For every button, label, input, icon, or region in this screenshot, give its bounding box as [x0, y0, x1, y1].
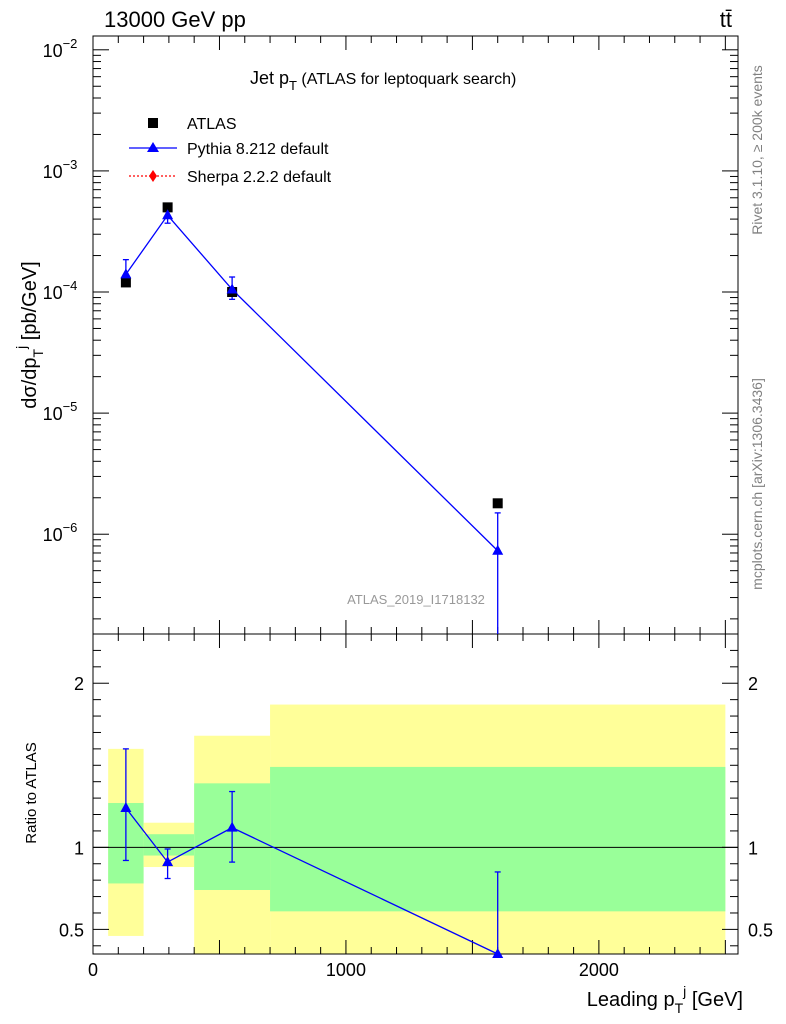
pythia-line	[125, 214, 499, 552]
legend-label-atlas: ATLAS	[187, 116, 237, 133]
top-y-axis-label: dσ/dpTj [pb/GeV]	[13, 261, 46, 408]
pythia-ratio-line	[125, 807, 498, 955]
mcplots-label: mcplots.cern.ch [arXiv:1306.3436]	[749, 378, 765, 590]
pythia-ratio-point	[226, 821, 238, 832]
x-tick-label: 1000	[326, 960, 366, 980]
pythia-point	[492, 544, 504, 555]
x-tick-label: 2000	[579, 960, 619, 980]
energy-label: 13000 GeV pp	[104, 7, 246, 32]
analysis-id: ATLAS_2019_I1718132	[347, 592, 485, 607]
rivet-version-label: Rivet 3.1.10, ≥ 200k events	[749, 65, 765, 235]
legend-square-marker	[148, 118, 158, 128]
chart-title: Jet pT (ATLAS for leptoquark search)	[250, 68, 516, 93]
ratio-y-tick-label: 1	[748, 838, 758, 858]
ratio-panel-frame	[92, 633, 739, 955]
ratio-band-inner	[143, 834, 195, 856]
legend-item-sherpa: Sherpa 2.2.2 default	[129, 169, 332, 186]
legend-label-sherpa: Sherpa 2.2.2 default	[187, 169, 332, 186]
pythia-ratio-point	[120, 801, 132, 812]
y-tick-label: 10−4	[43, 278, 78, 303]
pythia-point	[226, 283, 238, 294]
legend-item-pythia: Pythia 8.212 default	[129, 141, 329, 158]
x-tick-label: 0	[88, 960, 98, 980]
ratio-y-tick-label: 2	[74, 674, 84, 694]
pythia-point	[120, 268, 132, 279]
legend: ATLAS Pythia 8.212 default Sherpa 2.2.2 …	[129, 116, 332, 186]
top-panel-data	[120, 202, 504, 634]
atlas-point	[492, 498, 503, 509]
y-tick-label: 10−5	[43, 399, 78, 424]
legend-item-atlas: ATLAS	[148, 116, 237, 133]
ratio-uncertainty-bands	[108, 704, 726, 954]
y-tick-label: 10−2	[43, 36, 78, 61]
pythia-ratio-point	[162, 856, 174, 867]
y-tick-label: 10−3	[43, 157, 78, 182]
ratio-y-tick-label: 0.5	[748, 920, 773, 940]
ratio-y-tick-label: 0.5	[59, 920, 84, 940]
ratio-y-tick-label: 2	[748, 674, 758, 694]
ratio-y-tick-label: 1	[74, 838, 84, 858]
atlas-point	[120, 277, 131, 288]
legend-diamond-marker	[149, 170, 157, 182]
legend-triangle-marker	[147, 142, 159, 152]
ratio-panel-data	[93, 748, 738, 958]
process-label: tt̄	[720, 7, 732, 32]
axis-ticks: 0 1000 2000 10−6 10−5 10−4 10−3 10−2 0.5 0.5 1 1 2 2	[43, 36, 773, 980]
pythia-ratio-point	[492, 948, 504, 958]
y-tick-label: 10−6	[43, 520, 78, 545]
x-axis-label: Leading pTj [GeV]	[587, 983, 743, 1016]
legend-label-pythia: Pythia 8.212 default	[187, 141, 329, 158]
pythia-point	[162, 209, 174, 220]
atlas-point	[162, 202, 173, 213]
ratio-y-axis-label: Ratio to ATLAS	[23, 742, 40, 843]
